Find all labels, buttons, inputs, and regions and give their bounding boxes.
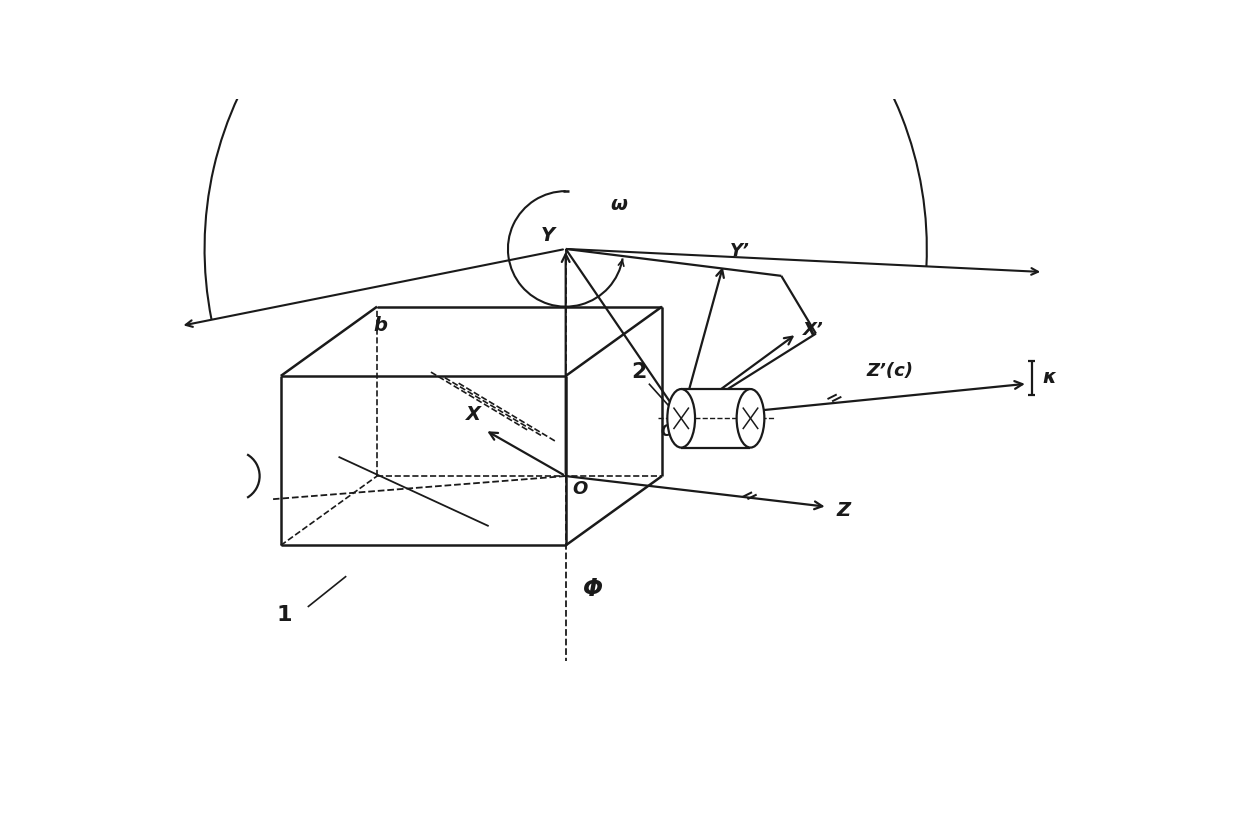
Text: O’: O’ [661, 425, 680, 439]
Text: 1: 1 [277, 605, 293, 625]
Text: 2: 2 [632, 362, 646, 382]
Text: X’: X’ [803, 321, 823, 339]
Text: Z: Z [837, 501, 850, 520]
Ellipse shape [667, 389, 695, 448]
Text: Z’(c): Z’(c) [866, 362, 913, 379]
Text: Φ: Φ [582, 578, 603, 602]
Text: Y: Y [541, 226, 555, 245]
Bar [681, 389, 750, 448]
Text: b: b [373, 316, 388, 336]
Text: X: X [466, 405, 481, 424]
Text: κ: κ [1042, 368, 1057, 387]
Ellipse shape [737, 389, 764, 448]
Text: O: O [572, 480, 587, 498]
Text: ω: ω [611, 194, 627, 214]
Text: Y’: Y’ [729, 243, 749, 260]
